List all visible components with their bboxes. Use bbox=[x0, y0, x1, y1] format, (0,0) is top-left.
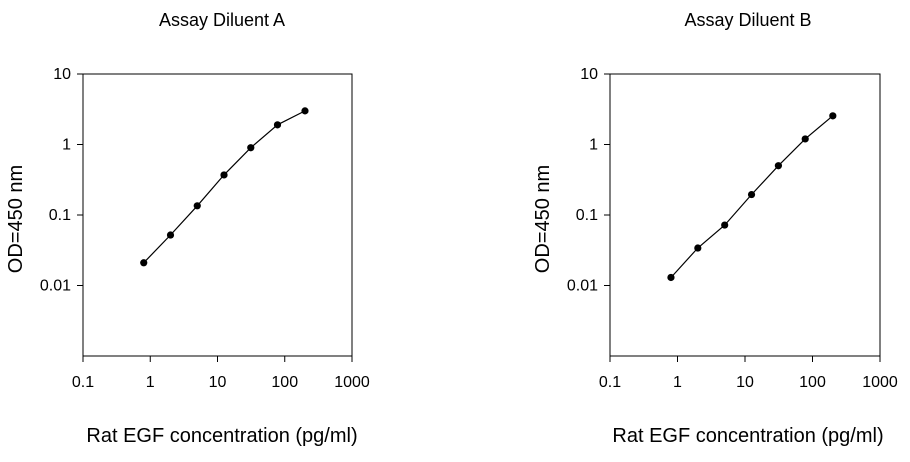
y-tick-label: 1 bbox=[62, 137, 71, 154]
y-axis-label: OD=450 nm bbox=[532, 165, 554, 273]
plot-frame bbox=[609, 73, 881, 357]
x-tick-label: 10 bbox=[736, 374, 754, 391]
chart-title: Assay Diluent B bbox=[684, 10, 811, 30]
data-point bbox=[273, 121, 282, 129]
data-point bbox=[694, 244, 702, 252]
chart-title: Assay Diluent A bbox=[159, 10, 285, 30]
y-tick-label: 0.01 bbox=[40, 278, 71, 295]
x-tick-label: 1 bbox=[146, 374, 155, 391]
x-axis-label: Rat EGF concentration (pg/ml) bbox=[612, 425, 883, 447]
x-tick-label: 0.1 bbox=[599, 374, 621, 391]
y-tick-label: 1 bbox=[589, 137, 598, 154]
data-point bbox=[247, 144, 255, 152]
data-point bbox=[829, 112, 837, 120]
y-tick-label: 0.01 bbox=[567, 278, 598, 295]
x-tick-label: 100 bbox=[271, 374, 298, 391]
data-point bbox=[140, 259, 148, 267]
data-point bbox=[301, 107, 309, 115]
y-tick-label: 0.1 bbox=[576, 207, 598, 224]
y-axis-label: OD=450 nm bbox=[5, 165, 27, 273]
plot-frame bbox=[82, 73, 353, 357]
y-tick-label: 10 bbox=[53, 66, 71, 83]
data-point bbox=[774, 162, 783, 170]
x-tick-label: 1000 bbox=[862, 374, 898, 391]
data-point bbox=[220, 171, 228, 179]
x-axis-label: Rat EGF concentration (pg/ml) bbox=[86, 425, 357, 447]
x-tick-label: 10 bbox=[209, 374, 227, 391]
series-line bbox=[143, 110, 306, 264]
y-tick-label: 10 bbox=[580, 66, 598, 83]
x-tick-label: 100 bbox=[799, 374, 826, 391]
data-point bbox=[801, 135, 809, 143]
data-point bbox=[747, 190, 756, 199]
data-point bbox=[193, 202, 201, 210]
data-point bbox=[721, 221, 729, 229]
data-point bbox=[667, 273, 675, 282]
x-tick-label: 0.1 bbox=[72, 374, 94, 391]
x-tick-label: 1000 bbox=[334, 374, 370, 391]
data-point bbox=[166, 231, 175, 239]
y-tick-label: 0.1 bbox=[49, 207, 71, 224]
x-tick-label: 1 bbox=[673, 374, 682, 391]
